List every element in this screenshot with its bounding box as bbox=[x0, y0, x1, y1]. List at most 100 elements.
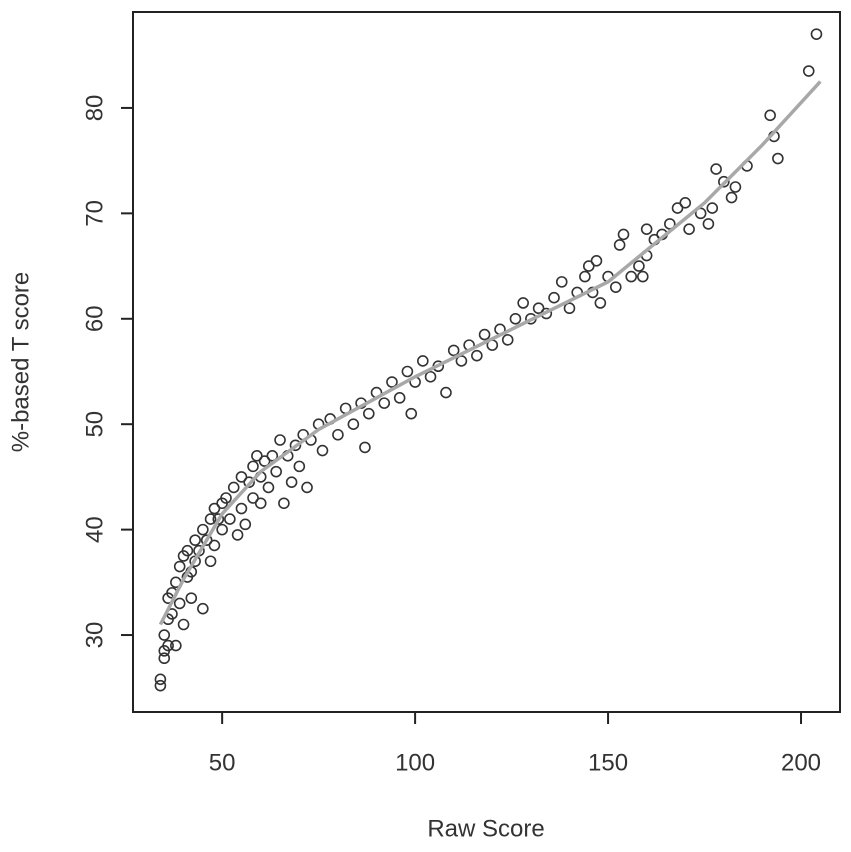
scatter-point bbox=[772, 152, 784, 165]
scatter-point bbox=[636, 270, 649, 283]
scatter-point bbox=[170, 639, 182, 652]
scatter-point bbox=[204, 513, 217, 525]
scatter-point bbox=[258, 455, 271, 467]
x-tick-label: 200 bbox=[781, 749, 821, 776]
y-tick-label: 80 bbox=[81, 95, 108, 122]
scatter-point bbox=[501, 334, 514, 346]
scatter-point bbox=[471, 349, 483, 362]
y-tick-label: 30 bbox=[81, 622, 108, 649]
scatter-point bbox=[386, 376, 398, 388]
scatter-point bbox=[579, 270, 591, 283]
scatter-point bbox=[173, 597, 186, 610]
scatter-point bbox=[710, 163, 722, 175]
scatter-point bbox=[247, 492, 259, 504]
x-tick-label: 150 bbox=[588, 749, 628, 776]
scatter-point bbox=[173, 560, 186, 573]
scatter-point bbox=[177, 618, 190, 631]
scatter-point bbox=[235, 502, 248, 515]
scatter-point bbox=[594, 297, 607, 309]
scatter-point bbox=[509, 312, 522, 325]
scatter-point bbox=[235, 471, 248, 483]
scatter-point bbox=[239, 518, 252, 531]
scatter-point bbox=[208, 502, 221, 515]
scatter-point bbox=[633, 260, 645, 272]
scatter-point bbox=[212, 513, 225, 525]
scatter-point bbox=[582, 260, 595, 272]
scatter-point bbox=[378, 397, 391, 409]
scatter-point bbox=[362, 407, 375, 420]
scatter-point bbox=[802, 65, 815, 77]
scatter-point bbox=[254, 497, 267, 510]
scatter-point bbox=[220, 492, 232, 504]
scatter-point bbox=[197, 602, 209, 615]
x-tick-label: 50 bbox=[209, 749, 236, 776]
scatter-point bbox=[247, 460, 259, 473]
x-axis-label: Raw Score bbox=[427, 815, 544, 842]
scatter-point bbox=[405, 407, 418, 420]
scatter-point bbox=[478, 328, 491, 341]
scatter-point bbox=[181, 544, 194, 557]
scatter-point bbox=[563, 302, 576, 315]
scatter-point bbox=[154, 673, 167, 686]
scatter-point bbox=[424, 370, 437, 383]
y-tick-label: 60 bbox=[81, 305, 108, 332]
plot-frame bbox=[132, 11, 841, 713]
scatter-point bbox=[679, 197, 692, 209]
scatter-point bbox=[185, 592, 198, 604]
scatter-point bbox=[393, 392, 406, 404]
scatter-point bbox=[278, 497, 290, 510]
scatter-point bbox=[671, 202, 684, 214]
scatter-point bbox=[301, 481, 313, 494]
scatter-point bbox=[617, 228, 630, 241]
fit-line bbox=[158, 80, 822, 626]
scatter-point bbox=[208, 539, 221, 552]
scatter-point bbox=[590, 254, 603, 267]
scatter-point bbox=[270, 465, 282, 478]
y-tick-label: 40 bbox=[81, 516, 108, 543]
scatter-point bbox=[204, 555, 217, 568]
scatter-point bbox=[347, 418, 360, 430]
scatter-point bbox=[718, 175, 730, 188]
scatter-point bbox=[289, 439, 302, 452]
scatter-point bbox=[197, 523, 209, 536]
scatter-point bbox=[640, 223, 653, 235]
scatter-point bbox=[243, 476, 255, 488]
y-axis-label: %-based T score bbox=[7, 272, 34, 453]
scatter-point bbox=[189, 534, 201, 546]
scatter-point bbox=[625, 270, 638, 283]
scatter-point bbox=[401, 365, 414, 378]
scatter-point bbox=[274, 434, 286, 446]
scatter-point bbox=[455, 355, 468, 367]
scatter-point bbox=[764, 109, 776, 122]
scatter-point bbox=[359, 441, 371, 454]
scatter-point bbox=[293, 460, 306, 473]
scatter-point bbox=[532, 302, 545, 315]
scatter-point bbox=[613, 239, 626, 251]
scatter-point bbox=[200, 534, 213, 546]
scatter-point bbox=[158, 652, 171, 665]
scatter-point bbox=[729, 181, 742, 193]
scatter-point bbox=[224, 513, 236, 525]
scatter-point bbox=[702, 218, 715, 230]
y-tick-label: 70 bbox=[81, 200, 108, 227]
scatter-point bbox=[810, 28, 823, 40]
scatter-point bbox=[251, 450, 263, 462]
scatter-point bbox=[517, 297, 529, 309]
scatter-point bbox=[447, 344, 460, 357]
scatter-point bbox=[555, 276, 568, 288]
scatter-point bbox=[683, 223, 695, 235]
scatter-point bbox=[664, 218, 676, 230]
scatter-point bbox=[725, 191, 738, 204]
scatter-point bbox=[417, 355, 429, 367]
scatter-point bbox=[216, 523, 228, 536]
scatter-point bbox=[694, 207, 707, 220]
scatter-point bbox=[262, 481, 275, 494]
y-tick-label: 50 bbox=[81, 411, 108, 438]
scatter-point bbox=[440, 386, 452, 399]
scatter-point bbox=[316, 444, 329, 457]
scatter-point bbox=[227, 481, 240, 494]
scatter-point bbox=[332, 428, 344, 441]
scatter-point bbox=[266, 450, 279, 462]
scatter-point bbox=[231, 529, 244, 541]
